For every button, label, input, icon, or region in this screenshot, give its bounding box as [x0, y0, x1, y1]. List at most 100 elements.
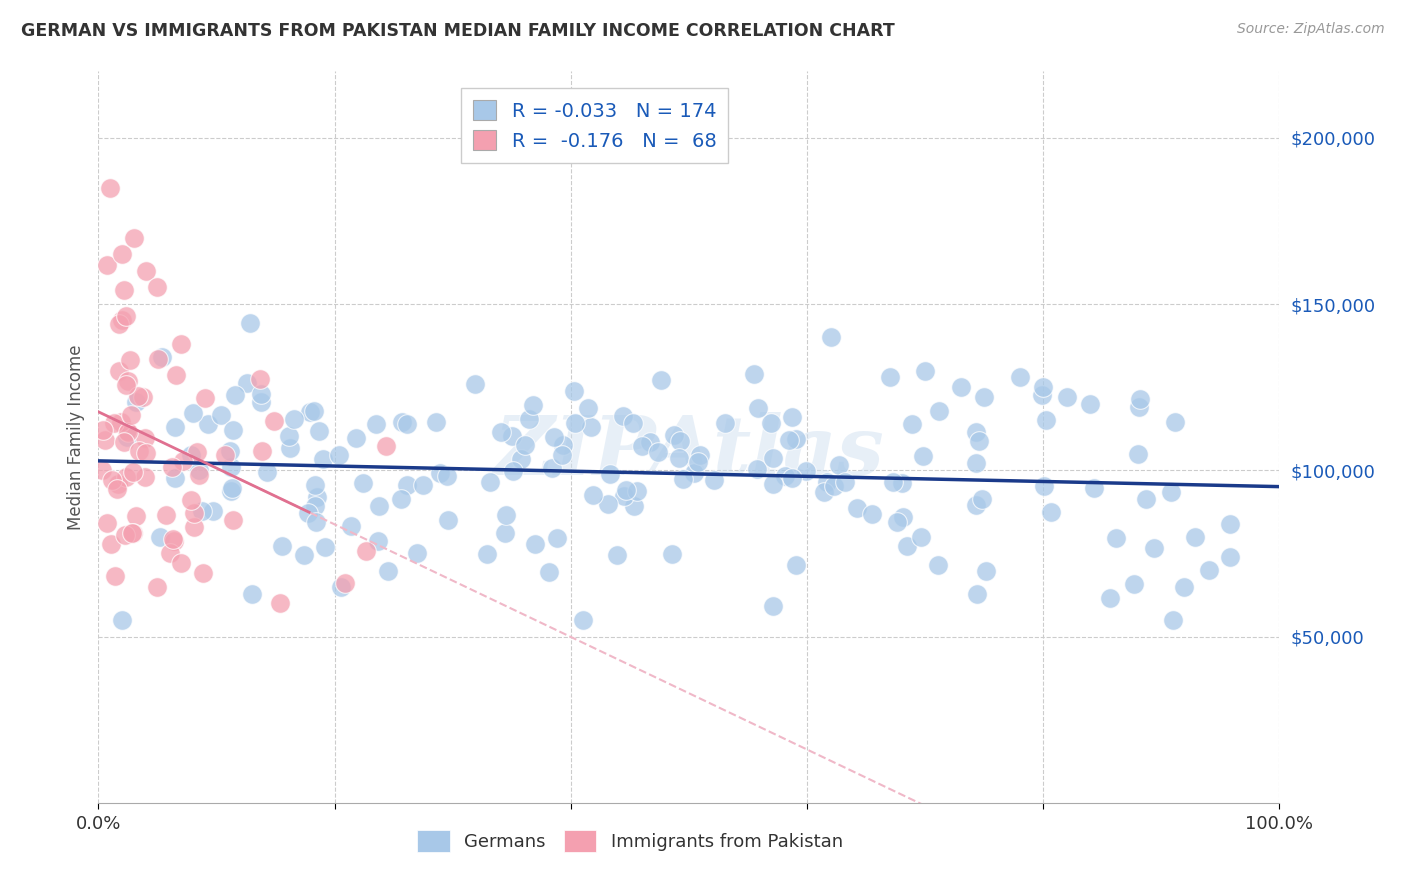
Point [406, 546, 429, 560]
Point [297, 506, 319, 520]
Point [239, 316, 262, 330]
Point [263, 414, 285, 428]
Point [823, 479, 845, 493]
Point [344, 431, 367, 445]
Point [112, 434, 135, 449]
Point [927, 558, 949, 572]
Point [312, 452, 335, 467]
Point [886, 515, 908, 529]
Point [328, 448, 350, 462]
Point [891, 475, 914, 490]
Point [356, 543, 378, 558]
Point [170, 336, 193, 351]
Point [298, 405, 321, 419]
Point [108, 317, 131, 331]
Point [163, 471, 186, 485]
Point [1039, 506, 1062, 520]
Point [292, 548, 315, 562]
Point [219, 484, 242, 499]
Point [914, 363, 936, 377]
Point [340, 518, 363, 533]
Point [193, 566, 215, 580]
Point [928, 404, 950, 418]
Y-axis label: Median Family Income: Median Family Income [66, 344, 84, 530]
Point [1056, 390, 1078, 404]
Point [107, 477, 129, 491]
Point [412, 478, 434, 492]
Point [98, 180, 121, 194]
Point [949, 380, 972, 394]
Point [517, 411, 540, 425]
Point [967, 434, 990, 448]
Point [163, 533, 186, 548]
Point [304, 516, 326, 530]
Point [278, 429, 301, 443]
Point [623, 499, 645, 513]
Point [682, 466, 704, 480]
Point [256, 465, 278, 479]
Point [538, 565, 561, 579]
Point [121, 526, 143, 541]
Point [91, 463, 114, 477]
Point [543, 430, 565, 444]
Point [314, 540, 336, 554]
Point [1143, 541, 1166, 555]
Point [581, 487, 603, 501]
Point [780, 470, 803, 484]
Point [125, 394, 148, 409]
Point [100, 537, 122, 551]
Text: GERMAN VS IMMIGRANTS FROM PAKISTAN MEDIAN FAMILY INCOME CORRELATION CHART: GERMAN VS IMMIGRANTS FROM PAKISTAN MEDIA… [21, 22, 894, 40]
Point [974, 564, 997, 578]
Point [308, 425, 330, 439]
Point [912, 449, 935, 463]
Point [219, 444, 242, 458]
Point [134, 470, 156, 484]
Point [502, 464, 524, 478]
Point [713, 416, 735, 430]
Point [647, 445, 669, 459]
Point [688, 455, 710, 469]
Point [562, 384, 585, 398]
Point [250, 395, 273, 409]
Point [201, 503, 224, 517]
Point [494, 526, 516, 541]
Point [612, 409, 634, 423]
Point [965, 498, 987, 512]
Point [1035, 413, 1057, 427]
Point [250, 444, 273, 458]
Point [395, 478, 418, 492]
Point [117, 425, 139, 440]
Point [613, 489, 636, 503]
Point [115, 469, 138, 483]
Point [391, 415, 413, 429]
Point [672, 473, 695, 487]
Point [1032, 478, 1054, 492]
Point [820, 330, 842, 344]
Point [146, 580, 169, 594]
Point [436, 469, 458, 483]
Point [122, 465, 145, 479]
Point [965, 425, 987, 439]
Point [163, 420, 186, 434]
Point [599, 467, 621, 482]
Point [194, 391, 217, 405]
Point [606, 548, 628, 562]
Point [495, 508, 517, 522]
Point [221, 481, 243, 495]
Point [111, 247, 134, 261]
Point [219, 460, 242, 475]
Point [910, 530, 932, 544]
Point [813, 485, 835, 500]
Point [1219, 549, 1241, 564]
Point [846, 501, 869, 516]
Point [305, 490, 328, 504]
Point [110, 415, 132, 429]
Point [541, 461, 564, 475]
Point [128, 443, 150, 458]
Point [250, 386, 273, 401]
Point [117, 374, 139, 388]
Point [1164, 415, 1187, 429]
Point [304, 499, 326, 513]
Point [269, 596, 291, 610]
Point [135, 446, 157, 460]
